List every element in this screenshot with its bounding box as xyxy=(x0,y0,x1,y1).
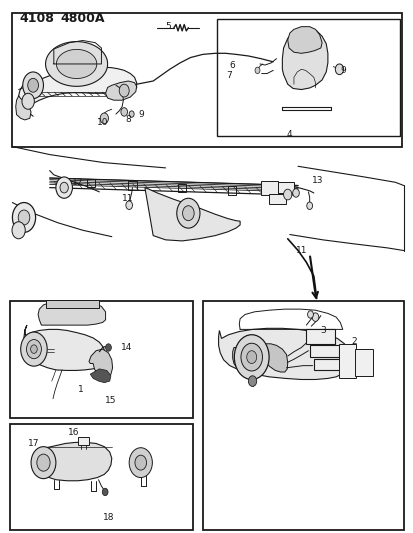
Circle shape xyxy=(12,203,36,232)
Polygon shape xyxy=(105,81,136,100)
Polygon shape xyxy=(218,328,348,379)
Polygon shape xyxy=(89,349,112,378)
Bar xyxy=(309,345,338,357)
Bar xyxy=(268,188,277,196)
Bar xyxy=(338,344,355,378)
Circle shape xyxy=(23,72,43,99)
Circle shape xyxy=(246,351,256,364)
Circle shape xyxy=(56,177,72,198)
Bar xyxy=(202,301,403,530)
Circle shape xyxy=(254,67,259,74)
Text: 18: 18 xyxy=(102,513,114,521)
Bar xyxy=(46,300,98,308)
Text: 16: 16 xyxy=(68,429,79,437)
Bar xyxy=(178,184,186,192)
Text: 10: 10 xyxy=(97,118,108,127)
Text: 15: 15 xyxy=(105,397,116,405)
Circle shape xyxy=(31,345,37,353)
Circle shape xyxy=(60,182,68,193)
Circle shape xyxy=(129,448,152,478)
Polygon shape xyxy=(232,346,259,372)
Text: 7: 7 xyxy=(225,71,231,80)
Bar xyxy=(78,437,89,445)
Polygon shape xyxy=(24,325,105,370)
Circle shape xyxy=(102,488,108,496)
Bar xyxy=(260,181,278,195)
Circle shape xyxy=(283,189,291,200)
Circle shape xyxy=(240,343,262,371)
Polygon shape xyxy=(38,301,105,325)
Bar xyxy=(12,13,401,147)
Text: 2: 2 xyxy=(350,337,356,345)
Polygon shape xyxy=(45,42,107,86)
Circle shape xyxy=(21,332,47,366)
Text: 9: 9 xyxy=(138,110,144,118)
Bar xyxy=(128,181,136,190)
Text: 4: 4 xyxy=(286,130,292,139)
Circle shape xyxy=(248,376,256,386)
Bar xyxy=(10,301,192,418)
Circle shape xyxy=(311,313,318,321)
Text: 12: 12 xyxy=(72,178,83,187)
Text: 11: 11 xyxy=(121,194,133,203)
Text: 13: 13 xyxy=(311,176,323,184)
Circle shape xyxy=(26,340,41,359)
Circle shape xyxy=(12,222,25,239)
Bar xyxy=(278,182,293,193)
Polygon shape xyxy=(287,27,321,53)
Circle shape xyxy=(234,335,268,379)
Polygon shape xyxy=(56,50,97,78)
Polygon shape xyxy=(19,67,136,112)
Polygon shape xyxy=(36,442,112,481)
Circle shape xyxy=(119,84,129,97)
Circle shape xyxy=(28,78,38,92)
Circle shape xyxy=(100,113,108,124)
Circle shape xyxy=(121,108,127,116)
Bar xyxy=(354,349,372,376)
Circle shape xyxy=(335,64,343,75)
Text: 4108: 4108 xyxy=(20,12,55,25)
Circle shape xyxy=(126,201,132,209)
Text: 11: 11 xyxy=(295,246,306,255)
Circle shape xyxy=(306,202,312,209)
Polygon shape xyxy=(282,28,327,90)
Text: 6: 6 xyxy=(228,61,234,69)
Circle shape xyxy=(129,111,134,117)
Circle shape xyxy=(176,198,199,228)
Text: 1: 1 xyxy=(78,385,83,393)
Circle shape xyxy=(307,311,313,318)
Circle shape xyxy=(292,189,299,197)
Polygon shape xyxy=(145,188,240,241)
Text: 17: 17 xyxy=(28,439,40,448)
Circle shape xyxy=(105,344,111,351)
Bar xyxy=(217,19,399,136)
Bar xyxy=(87,179,95,187)
Bar xyxy=(268,194,286,204)
Bar xyxy=(10,424,192,530)
Circle shape xyxy=(135,455,146,470)
Bar xyxy=(227,186,235,195)
Text: 5: 5 xyxy=(164,22,170,31)
Text: 8: 8 xyxy=(125,116,131,124)
Bar xyxy=(305,329,335,344)
Text: 4800A: 4800A xyxy=(60,12,104,25)
Text: 9: 9 xyxy=(339,66,345,75)
Polygon shape xyxy=(16,96,31,120)
Text: 3: 3 xyxy=(319,326,325,335)
Bar xyxy=(313,359,341,370)
Circle shape xyxy=(37,454,50,471)
Circle shape xyxy=(182,206,194,221)
Polygon shape xyxy=(90,369,111,383)
Circle shape xyxy=(31,447,56,479)
Circle shape xyxy=(22,93,34,109)
Text: 14: 14 xyxy=(120,343,132,352)
Circle shape xyxy=(18,210,30,225)
Polygon shape xyxy=(263,344,287,372)
